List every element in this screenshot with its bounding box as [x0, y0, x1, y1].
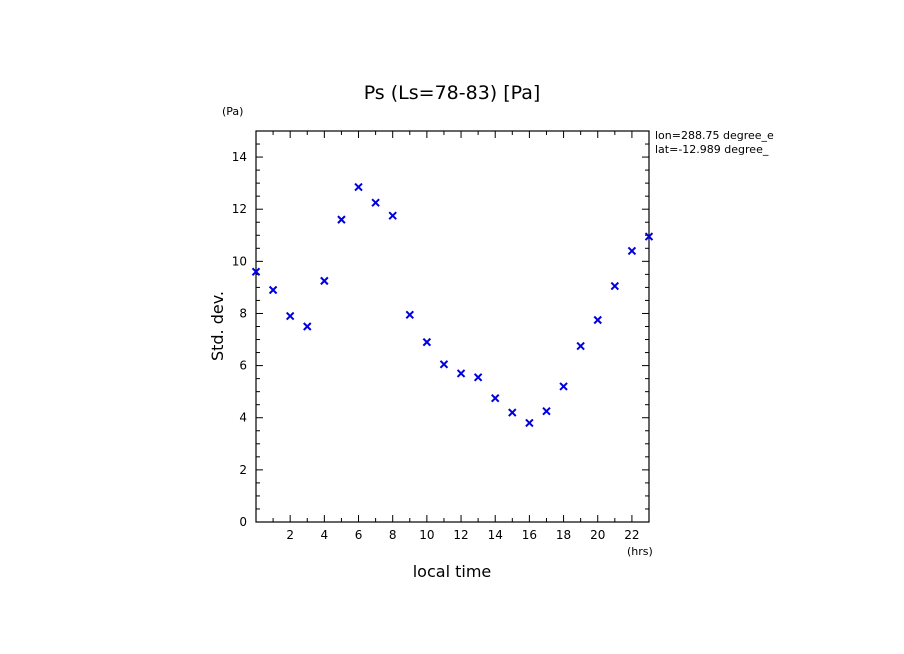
x-tick-label: 18: [556, 528, 571, 542]
data-point: [285, 311, 295, 321]
plot-frame: [255, 130, 650, 523]
x-tick-label: 14: [488, 528, 503, 542]
x-tick-label: 20: [590, 528, 605, 542]
x-tick-label: 22: [624, 528, 639, 542]
y-unit-label: (Pa): [222, 105, 243, 118]
annotation-lon: lon=288.75 degree_e: [655, 129, 774, 142]
data-point: [405, 310, 414, 319]
y-tick-label: 2: [239, 463, 247, 477]
data-point: [422, 337, 432, 347]
data-point: [388, 211, 397, 220]
y-axis-label: Std. dev.: [208, 291, 227, 361]
x-tick-label: 6: [355, 528, 363, 542]
x-unit-label: (hrs): [627, 545, 653, 558]
data-point: [354, 182, 363, 192]
y-tick-label: 14: [232, 150, 247, 164]
data-point: [251, 267, 261, 276]
annotation-lat: lat=-12.989 degree_: [655, 143, 769, 156]
x-tick-label: 2: [286, 528, 294, 542]
data-point: [593, 315, 602, 325]
data-point: [644, 232, 654, 241]
y-tick-label: 0: [239, 515, 247, 529]
x-tick-label: 12: [453, 528, 468, 542]
data-point: [576, 341, 585, 351]
x-tick-label: 16: [522, 528, 537, 542]
data-point: [456, 369, 466, 378]
data-point: [542, 407, 551, 416]
data-point: [559, 382, 568, 391]
y-tick-label: 8: [239, 306, 247, 320]
data-point: [320, 276, 329, 286]
data-point: [525, 418, 534, 428]
y-tick-label: 6: [239, 359, 247, 373]
data-point: [371, 198, 380, 207]
y-tick-label: 10: [232, 254, 247, 268]
data-point: [627, 246, 637, 256]
x-axis-label: local time: [413, 562, 492, 581]
data-point: [337, 215, 346, 224]
tick-label-group: 2 4 6 8 10 12 14 16 18 20 22 0 2 4 6 8 10 12 14: [232, 150, 640, 542]
data-point-group: [251, 182, 654, 428]
x-tick-label: 8: [389, 528, 397, 542]
data-point: [508, 408, 517, 417]
data-point: [439, 360, 449, 369]
x-tick-label: 10: [419, 528, 434, 542]
data-point: [610, 281, 620, 291]
chart-title: Ps (Ls=78-83) [Pa]: [364, 82, 541, 104]
data-point: [303, 322, 312, 331]
tick-group: [256, 130, 649, 523]
data-point: [491, 393, 500, 403]
x-tick-label: 4: [321, 528, 329, 542]
data-point: [268, 285, 278, 295]
data-point: [473, 373, 483, 382]
y-tick-label: 4: [239, 411, 247, 425]
y-tick-label: 12: [232, 202, 247, 216]
